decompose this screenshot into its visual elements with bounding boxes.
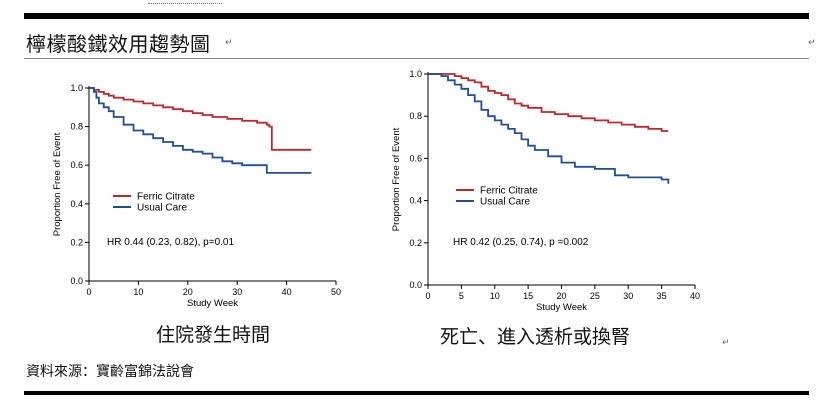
y-tick-label: 0.0 bbox=[409, 280, 422, 290]
y-tick-label: 0.8 bbox=[409, 111, 422, 121]
chart-caption-left: 住院發生時間 bbox=[156, 324, 271, 346]
y-tick-label: 0.8 bbox=[70, 122, 83, 132]
hazard-ratio-annotation: HR 0.44 (0.23, 0.82), p=0.01 bbox=[107, 237, 234, 248]
y-tick-label: 0.0 bbox=[70, 276, 83, 286]
series-line-ferric-citrate bbox=[428, 73, 669, 132]
y-tick-label: 0.2 bbox=[70, 237, 83, 247]
y-tick-label: 0.4 bbox=[70, 199, 83, 209]
x-tick-label: 30 bbox=[232, 287, 242, 297]
x-tick-label: 30 bbox=[623, 291, 633, 301]
hazard-ratio-annotation: HR 0.42 (0.25, 0.74), p =0.002 bbox=[453, 237, 589, 248]
x-axis-label: Study Week bbox=[187, 298, 238, 309]
chart-hospitalization: 0 10 20 30 40 50 0.0 0.2 0.4 0.6 0.8 1.0 Study Week P… bbox=[52, 83, 341, 309]
series-line-usual-care bbox=[428, 73, 670, 184]
y-tick-label: 0.6 bbox=[70, 160, 83, 170]
series-line-ferric-citrate bbox=[89, 87, 312, 151]
x-tick-label: 40 bbox=[690, 291, 700, 301]
y-tick-label: 0.4 bbox=[409, 196, 422, 206]
x-tick-label: 10 bbox=[133, 287, 143, 297]
x-tick-label: 0 bbox=[425, 291, 430, 301]
bottom-rule bbox=[24, 391, 809, 395]
series-line-usual-care bbox=[89, 87, 312, 174]
legend-label: Usual Care bbox=[480, 197, 530, 208]
x-tick-label: 35 bbox=[657, 291, 667, 301]
heading-rule bbox=[24, 58, 809, 59]
source-note: 資料來源：寶齡富錦法說會 bbox=[26, 364, 194, 380]
y-tick-label: 1.0 bbox=[409, 69, 422, 79]
x-axis-label: Study Week bbox=[536, 302, 587, 313]
legend-label: Usual Care bbox=[137, 203, 187, 214]
chart-death-dialysis: 0 5 10 15 20 25 30 35 40 0.0 0.2 0.4 0.6 0.8 1.0 Study … bbox=[391, 69, 700, 313]
y-axis-label: Proportion Free of Event bbox=[391, 127, 402, 231]
x-tick-label: 20 bbox=[183, 287, 193, 297]
legend-label: Ferric Citrate bbox=[137, 192, 195, 203]
x-tick-label: 5 bbox=[459, 291, 464, 301]
paragraph-mark-icon: ↵ bbox=[722, 338, 730, 348]
x-tick-label: 25 bbox=[590, 291, 600, 301]
chart-caption-right: 死亡、進入透析或換腎 bbox=[440, 326, 631, 348]
y-tick-label: 1.0 bbox=[70, 83, 83, 93]
y-tick-label: 0.2 bbox=[409, 238, 422, 248]
x-tick-label: 10 bbox=[490, 291, 500, 301]
y-axis-label: Proportion Free of Event bbox=[52, 132, 63, 236]
x-tick-label: 40 bbox=[282, 287, 292, 297]
legend-label: Ferric Citrate bbox=[480, 186, 538, 197]
paragraph-mark-icon: ↵ bbox=[225, 38, 233, 48]
page-heading: 檸檬酸鐵效用趨勢圖 bbox=[26, 32, 211, 56]
top-rule bbox=[24, 13, 809, 19]
x-tick-label: 15 bbox=[523, 291, 533, 301]
x-tick-label: 50 bbox=[331, 287, 341, 297]
top-dotted-underline bbox=[148, 0, 222, 4]
x-tick-label: 0 bbox=[86, 287, 91, 297]
y-tick-label: 0.6 bbox=[409, 153, 422, 163]
x-tick-label: 20 bbox=[556, 291, 566, 301]
paragraph-mark-icon: ↵ bbox=[808, 38, 816, 48]
